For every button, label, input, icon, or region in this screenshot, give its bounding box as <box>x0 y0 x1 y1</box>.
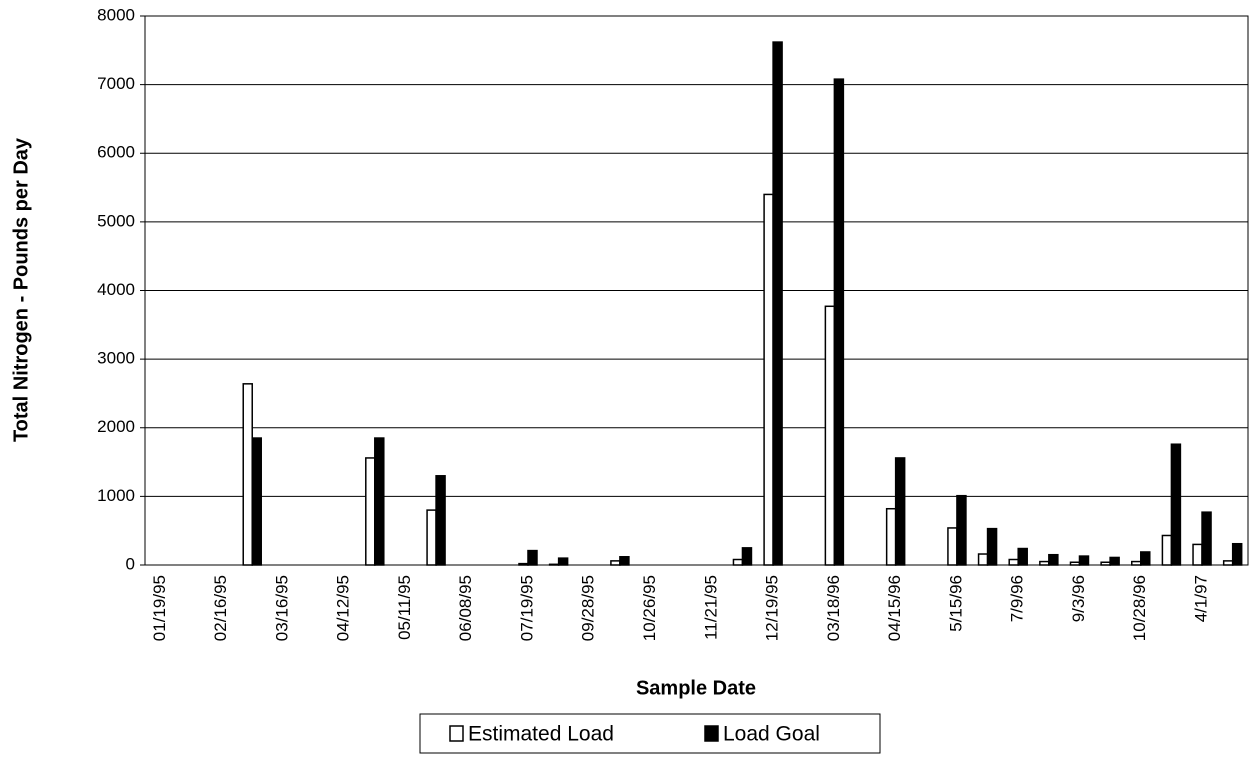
x-tick-label: 05/11/95 <box>395 575 414 640</box>
y-tick-label: 8000 <box>97 5 135 24</box>
y-axis-title: Total Nitrogen - Pounds per Day <box>10 137 32 442</box>
legend-marker <box>704 725 719 742</box>
bar <box>1170 443 1182 566</box>
bar <box>1039 560 1050 566</box>
bar <box>527 549 538 566</box>
bar <box>741 547 753 566</box>
bar <box>977 553 989 566</box>
bar <box>986 527 998 566</box>
bar <box>1109 556 1120 566</box>
bar <box>251 437 262 566</box>
x-tick-label: 06/08/95 <box>456 575 475 641</box>
plot-frame <box>144 15 1249 566</box>
y-tick-label: 6000 <box>97 143 135 162</box>
bar <box>1078 555 1090 566</box>
bar <box>1100 561 1111 566</box>
bar <box>1201 511 1212 566</box>
bar <box>1140 551 1151 566</box>
y-tick-label: 5000 <box>97 211 135 230</box>
x-tick-label: 10/28/96 <box>1130 575 1149 641</box>
bar <box>365 457 376 566</box>
bar <box>824 305 836 566</box>
bar <box>426 509 437 566</box>
bar <box>610 560 621 566</box>
x-tick-label: 9/3/96 <box>1069 575 1088 622</box>
bar <box>1231 542 1243 566</box>
bar <box>1017 547 1028 566</box>
legend-box <box>419 713 881 754</box>
bar <box>956 494 967 566</box>
bar <box>885 507 897 566</box>
bar <box>557 557 569 566</box>
x-tick-label: 07/19/95 <box>517 575 536 641</box>
bar <box>374 437 385 566</box>
bar <box>619 556 630 566</box>
bar <box>435 475 446 566</box>
x-tick-label: 02/16/95 <box>211 575 230 641</box>
bar <box>732 558 744 566</box>
bar <box>1131 560 1142 566</box>
bar <box>772 41 783 566</box>
x-tick-label: 4/1/97 <box>1192 575 1211 622</box>
bar <box>1069 561 1081 566</box>
y-tick-label: 2000 <box>97 417 135 436</box>
bar <box>1048 553 1059 566</box>
x-tick-label: 01/19/95 <box>150 575 169 641</box>
y-tick-label: 7000 <box>97 74 135 93</box>
x-tick-label: 5/15/96 <box>946 575 965 632</box>
x-tick-label: 11/21/95 <box>701 575 720 640</box>
x-tick-label: 7/9/96 <box>1008 575 1027 622</box>
bar <box>894 457 906 566</box>
legend-marker <box>449 725 464 742</box>
legend-label: Estimated Load <box>468 723 614 746</box>
x-tick-label: 03/18/96 <box>824 575 843 641</box>
bar <box>763 193 774 566</box>
x-tick-label: 04/12/95 <box>334 575 353 641</box>
x-tick-label: 04/15/96 <box>885 575 904 641</box>
x-tick-label: 09/28/95 <box>579 575 598 641</box>
bar <box>1008 558 1019 566</box>
x-tick-label: 10/26/95 <box>640 575 659 641</box>
y-tick-label: 1000 <box>97 486 135 505</box>
bar <box>1192 543 1203 566</box>
y-tick-label: 4000 <box>97 280 135 299</box>
y-tick-label: 0 <box>126 554 135 573</box>
bar <box>518 562 529 566</box>
legend-label: Load Goal <box>723 723 820 746</box>
x-axis-title: Sample Date <box>636 677 756 699</box>
bar <box>548 563 560 566</box>
bar <box>947 527 958 566</box>
bar <box>1161 534 1173 566</box>
y-tick-label: 3000 <box>97 349 135 368</box>
bar <box>833 78 845 566</box>
bar <box>242 383 253 566</box>
x-tick-label: 12/19/95 <box>763 575 782 641</box>
x-tick-label: 03/16/95 <box>272 575 291 641</box>
bar <box>1222 560 1234 566</box>
